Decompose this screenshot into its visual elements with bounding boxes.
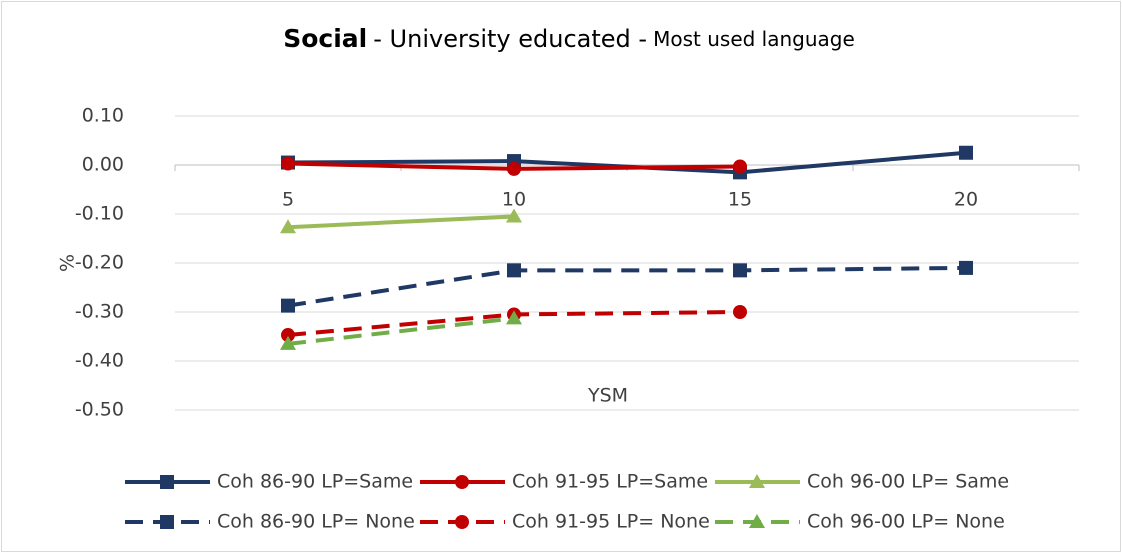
- y-tick-label: 0.00: [82, 154, 124, 176]
- marker: [733, 263, 747, 278]
- marker: [455, 515, 469, 529]
- y-tick-label: 0.10: [82, 105, 124, 127]
- legend-label: Coh 96-00 LP= Same: [807, 471, 1009, 493]
- legend-label: Coh 91-95 LP= None: [512, 511, 710, 533]
- y-tick-label: -0.30: [75, 301, 124, 323]
- marker: [959, 260, 973, 275]
- marker: [507, 263, 521, 278]
- x-tick-label: 20: [954, 189, 978, 211]
- marker: [455, 475, 469, 489]
- marker: [506, 310, 522, 325]
- x-tick-label: 5: [282, 189, 294, 211]
- marker: [281, 298, 295, 313]
- marker: [959, 145, 973, 160]
- marker: [506, 208, 522, 223]
- marker: [749, 514, 765, 528]
- x-tick-label: 10: [502, 189, 526, 211]
- y-axis-label: %: [57, 254, 79, 272]
- marker: [507, 161, 521, 176]
- legend-label: Coh 86-90 LP= None: [217, 511, 415, 533]
- marker: [749, 474, 765, 488]
- title-sub: Most used language: [653, 27, 855, 51]
- series-line: [287, 316, 515, 346]
- marker: [281, 156, 295, 171]
- y-tick-label: -0.10: [75, 203, 124, 225]
- chart-title: Social - University educated - Most used…: [283, 24, 855, 53]
- x-tick-label: 15: [728, 189, 752, 211]
- y-tick-label: -0.20: [75, 252, 124, 274]
- marker: [280, 335, 296, 350]
- title-main: - University educated -: [373, 25, 647, 53]
- marker: [160, 515, 174, 529]
- series-line: [287, 265, 967, 308]
- title-bold: Social: [283, 24, 367, 53]
- y-tick-label: -0.50: [75, 399, 124, 421]
- marker: [280, 219, 296, 234]
- legend-label: Coh 91-95 LP=Same: [512, 471, 708, 493]
- legend-label: Coh 86-90 LP=Same: [217, 471, 413, 493]
- marker: [160, 475, 174, 489]
- x-axis-label: YSM: [587, 385, 628, 407]
- y-tick-label: -0.40: [75, 350, 124, 372]
- series-line: [287, 214, 515, 230]
- legend-label: Coh 96-00 LP= None: [807, 511, 1005, 533]
- marker: [733, 159, 747, 174]
- marker: [733, 305, 747, 319]
- marker: [281, 328, 295, 343]
